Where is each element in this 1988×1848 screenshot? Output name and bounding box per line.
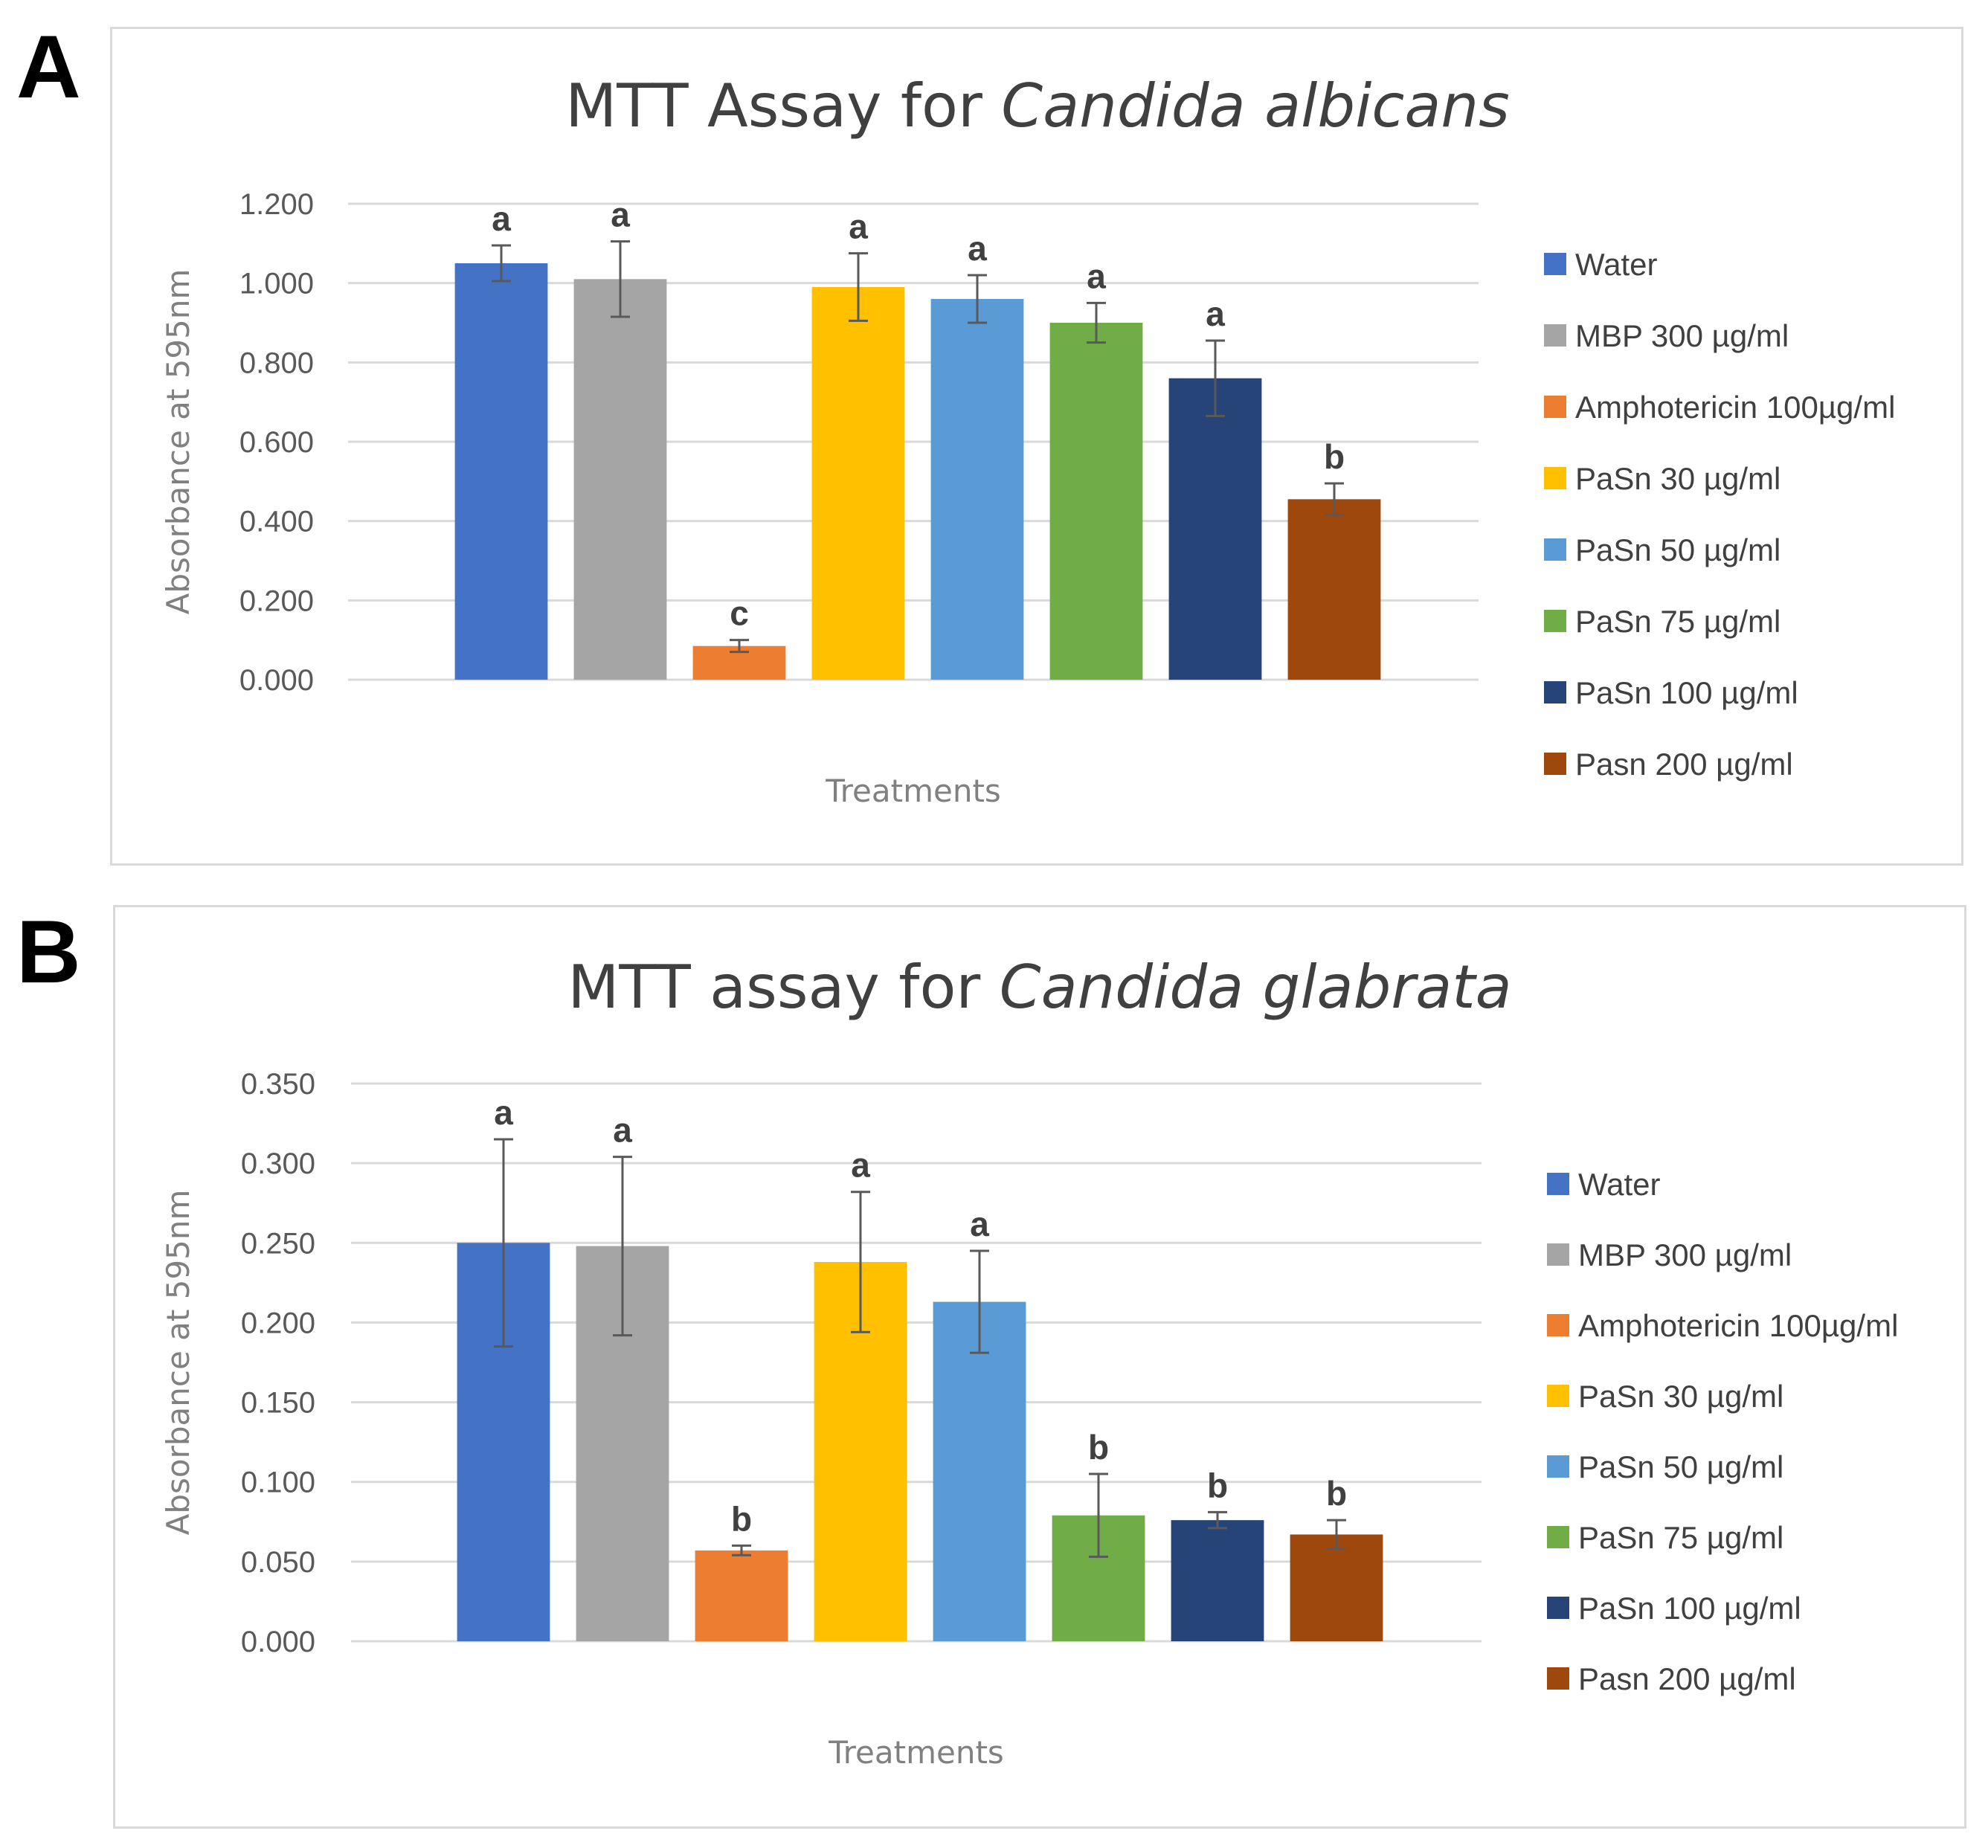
bar-a [1168, 378, 1262, 680]
y-tick-label-b: 0.000 [241, 1626, 315, 1658]
significance-label-b: a [494, 1093, 513, 1132]
legend-swatch-b [1547, 1526, 1569, 1548]
legend-label-b: Amphotericin 100µg/ml [1578, 1308, 1898, 1343]
significance-label-a: a [1206, 294, 1225, 333]
significance-label-b: b [1207, 1466, 1228, 1504]
legend-swatch-a [1544, 324, 1566, 347]
y-tick-label-a: 0.200 [239, 585, 314, 617]
legend-swatch-a [1544, 681, 1566, 704]
legend-label-a: Pasn 200 µg/ml [1575, 747, 1793, 782]
legend-label-a: PaSn 50 µg/ml [1575, 532, 1780, 567]
significance-label-a: a [849, 207, 868, 246]
bar-a [573, 279, 667, 680]
legend-swatch-b [1547, 1597, 1569, 1619]
significance-label-a: a [1087, 257, 1106, 295]
y-tick-label-a: 0.600 [239, 426, 314, 459]
significance-label-b: a [851, 1146, 870, 1185]
bar-b [695, 1550, 788, 1641]
significance-label-a: a [611, 196, 630, 234]
bar-a [1049, 323, 1143, 680]
x-axis-title-b: Treatments [828, 1734, 1004, 1771]
y-tick-label-a: 1.200 [239, 188, 314, 221]
legend-swatch-b [1547, 1243, 1569, 1266]
significance-label-b: b [731, 1499, 752, 1538]
y-tick-label-b: 0.050 [241, 1546, 315, 1579]
legend-label-b: PaSn 100 µg/ml [1578, 1591, 1801, 1626]
y-tick-label-b: 0.250 [241, 1227, 315, 1260]
y-tick-label-a: 0.000 [239, 664, 314, 697]
legend-label-a: PaSn 30 µg/ml [1575, 461, 1780, 496]
y-tick-label-b: 0.300 [241, 1147, 315, 1180]
legend-swatch-a [1544, 467, 1566, 489]
y-tick-label-a: 0.400 [239, 506, 314, 538]
significance-label-a: a [968, 229, 987, 268]
legend-label-a: Amphotericin 100µg/ml [1575, 390, 1895, 425]
legend-swatch-a [1544, 253, 1566, 275]
chart-title-a: MTT Assay for Candida albicans [565, 71, 1510, 141]
legend-swatch-b [1547, 1455, 1569, 1478]
legend-label-b: PaSn 50 µg/ml [1578, 1449, 1783, 1484]
bar-b [1290, 1534, 1383, 1641]
legend-label-a: MBP 300 µg/ml [1575, 318, 1789, 353]
legend-swatch-b [1547, 1385, 1569, 1407]
bar-a [930, 299, 1024, 680]
significance-label-b: b [1088, 1428, 1109, 1467]
chart-title-b: MTT assay for Candida glabrata [567, 953, 1511, 1022]
legend-swatch-b [1547, 1173, 1569, 1195]
legend-label-b: Water [1578, 1167, 1660, 1202]
x-axis-title-a: Treatments [825, 773, 1001, 809]
legend-swatch-b [1547, 1667, 1569, 1690]
y-tick-label-b: 0.150 [241, 1387, 315, 1420]
bar-a [811, 287, 905, 680]
legend-label-b: PaSn 30 µg/ml [1578, 1379, 1783, 1414]
y-tick-label-a: 1.000 [239, 268, 314, 300]
panel-label-a: A [16, 17, 81, 117]
chart-frame-b [113, 905, 1966, 1829]
legend-label-b: MBP 300 µg/ml [1578, 1237, 1792, 1272]
y-tick-label-b: 0.200 [241, 1307, 315, 1339]
bar-b [1171, 1520, 1264, 1641]
panel-label-b: B [16, 902, 81, 1002]
y-tick-label-b: 0.350 [241, 1068, 315, 1101]
bar-a [454, 263, 548, 680]
legend-swatch-b [1547, 1314, 1569, 1336]
bar-a [1287, 499, 1381, 680]
bar-b [933, 1301, 1026, 1641]
legend-swatch-a [1544, 753, 1566, 775]
y-tick-label-b: 0.100 [241, 1467, 315, 1499]
legend-swatch-a [1544, 538, 1566, 561]
chart-frame-a [110, 27, 1963, 866]
significance-label-b: b [1326, 1474, 1347, 1513]
significance-label-a: a [492, 199, 511, 238]
legend-swatch-a [1544, 610, 1566, 632]
legend-label-a: Water [1575, 247, 1657, 282]
legend-label-b: PaSn 75 µg/ml [1578, 1520, 1783, 1555]
y-axis-title-a: Absorbance at 595nm [160, 269, 196, 615]
significance-label-b: a [970, 1205, 989, 1243]
legend-label-a: PaSn 100 µg/ml [1575, 675, 1798, 710]
legend-label-b: Pasn 200 µg/ml [1578, 1661, 1796, 1696]
legend-label-a: PaSn 75 µg/ml [1575, 604, 1780, 639]
y-axis-title-b: Absorbance at 595nm [160, 1190, 196, 1536]
significance-label-b: a [613, 1111, 632, 1150]
significance-label-a: b [1324, 437, 1345, 476]
significance-label-a: c [730, 594, 749, 633]
legend-swatch-a [1544, 396, 1566, 418]
y-tick-label-a: 0.800 [239, 347, 314, 379]
